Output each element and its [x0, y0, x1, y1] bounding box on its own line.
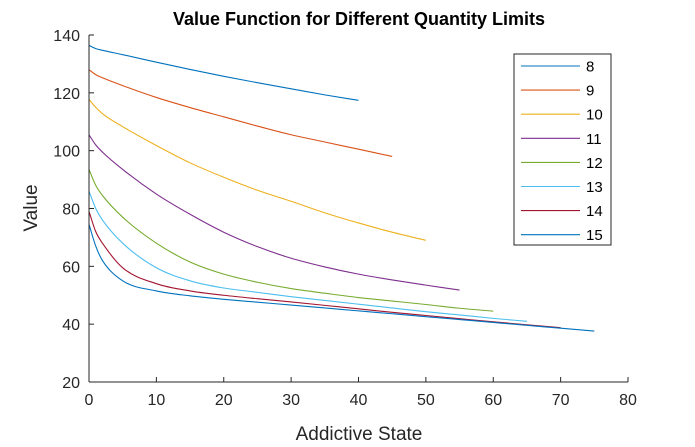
- y-axis-label: Value: [21, 184, 42, 231]
- series-line-14: [88, 211, 561, 329]
- legend-box: [513, 53, 612, 246]
- legend: 8 9 10 11 12 13 14 15: [513, 53, 612, 246]
- x-tick-label: 10: [147, 392, 165, 409]
- series-line-12: [88, 169, 494, 312]
- y-tick-label: 60: [62, 259, 80, 276]
- legend-label-11: 11: [586, 131, 602, 148]
- x-axis-label: Addictive State: [296, 424, 423, 445]
- series-line-13: [88, 190, 527, 322]
- series-line-11: [88, 134, 460, 291]
- x-tick-label: 30: [282, 392, 300, 409]
- legend-label-14: 14: [586, 203, 603, 220]
- series-lines: [88, 44, 595, 332]
- x-tick-label: 70: [552, 392, 570, 409]
- x-tick-label: 50: [417, 392, 435, 409]
- x-ticks: 0 10 20 30 40 50 60 70 80: [85, 377, 637, 409]
- legend-label-12: 12: [586, 155, 603, 172]
- y-tick-label: 120: [53, 86, 80, 103]
- y-ticks: 20 40 60 80 100 120 140: [53, 28, 94, 392]
- x-tick-label: 80: [619, 392, 637, 409]
- y-tick-label: 20: [62, 375, 80, 392]
- x-tick-label: 20: [215, 392, 233, 409]
- legend-label-15: 15: [586, 227, 603, 244]
- series-line-9: [88, 69, 393, 157]
- chart-title: Value Function for Different Quantity Li…: [173, 9, 545, 29]
- series-line-15: [88, 224, 595, 332]
- y-tick-label: 100: [53, 144, 80, 161]
- x-tick-label: 0: [85, 392, 94, 409]
- legend-label-9: 9: [586, 83, 594, 100]
- series-line-8: [88, 44, 359, 101]
- legend-label-13: 13: [586, 179, 603, 196]
- series-line-10: [88, 99, 427, 241]
- x-tick-label: 60: [484, 392, 502, 409]
- y-tick-label: 40: [62, 317, 80, 334]
- legend-label-10: 10: [586, 107, 603, 124]
- legend-label-8: 8: [586, 59, 594, 76]
- x-tick-label: 40: [350, 392, 368, 409]
- y-tick-label: 80: [62, 202, 80, 219]
- y-tick-label: 140: [53, 28, 80, 45]
